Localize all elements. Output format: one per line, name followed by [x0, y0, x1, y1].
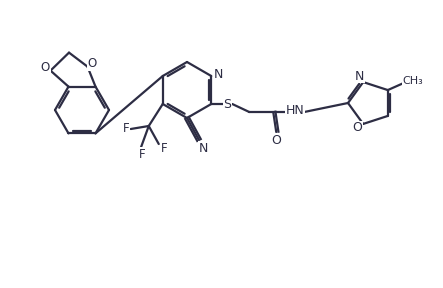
Text: O: O — [271, 134, 281, 147]
Text: O: O — [41, 61, 50, 74]
Text: N: N — [198, 141, 208, 154]
Text: S: S — [223, 98, 231, 111]
Text: F: F — [160, 141, 167, 154]
Text: N: N — [214, 67, 223, 81]
Text: O: O — [88, 57, 97, 70]
Text: F: F — [139, 147, 145, 160]
Text: HN: HN — [286, 105, 305, 118]
Text: CH₃: CH₃ — [402, 76, 423, 86]
Text: O: O — [352, 122, 362, 134]
Text: N: N — [354, 70, 364, 83]
Text: F: F — [122, 122, 129, 135]
